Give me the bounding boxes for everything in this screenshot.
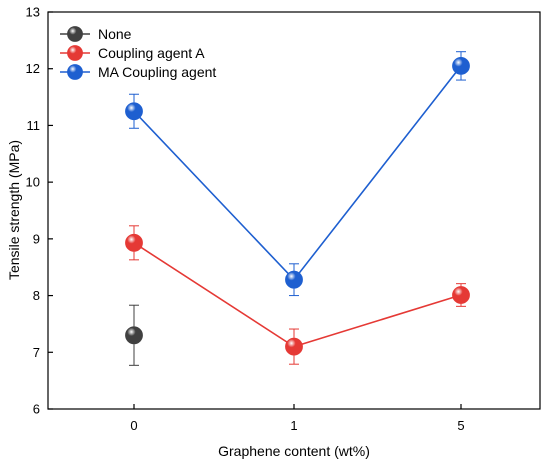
data-point [285,337,303,356]
x-tick-label: 0 [130,418,137,433]
y-tick-label: 8 [33,288,40,303]
data-point [285,270,303,289]
data-point [452,286,470,304]
legend: None Coupling agent A MA Coupling agent [60,26,216,80]
legend-item: MA Coupling agent [60,64,216,80]
y-tick-label: 6 [33,402,40,417]
data-point [452,56,470,75]
y-tick-label: 12 [26,61,40,76]
x-tick-label: 5 [457,418,464,433]
legend-label: None [98,26,132,42]
legend-marker [67,45,83,61]
y-tick-label: 11 [27,118,41,133]
y-axis-title: Tensile strength (MPa) [6,140,22,280]
chart-marks [125,51,470,366]
legend-item: Coupling agent A [60,45,205,61]
series-line-2 [133,65,462,281]
y-tick-label: 10 [26,175,40,190]
data-point [125,326,143,345]
y-tick-label: 13 [26,5,40,20]
axes: 6 7 8 9 10 11 12 13 0 1 5 [26,5,465,434]
legend-marker [67,26,83,42]
data-point [125,233,143,252]
data-point [125,102,143,121]
series-line-1 [133,242,462,348]
legend-item: None [60,26,132,42]
legend-label: Coupling agent A [98,45,205,61]
y-tick-label: 9 [33,231,40,246]
y-tick-label: 7 [33,345,40,360]
legend-marker [67,64,83,80]
legend-label: MA Coupling agent [98,64,216,80]
x-tick-label: 1 [290,418,297,433]
x-axis-title: Graphene content (wt%) [218,443,370,459]
